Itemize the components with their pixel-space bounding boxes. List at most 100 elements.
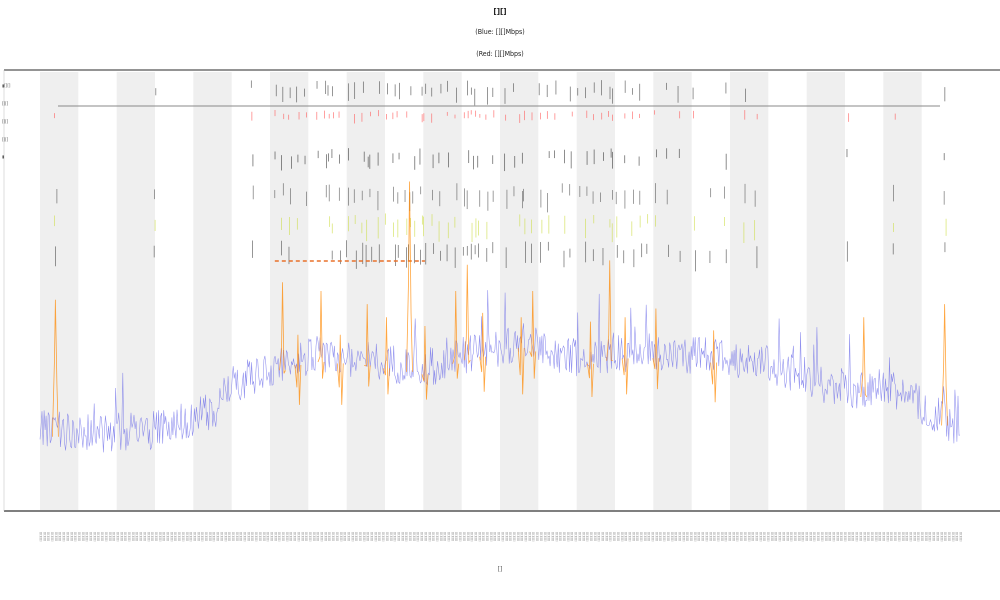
x-tick-152: [][][][] (624, 532, 628, 541)
series-blue (39, 290, 961, 453)
x-tick-90: [][][][] (385, 532, 389, 541)
x-tick-166: [][][][] (678, 532, 682, 541)
x-tick-79: [][][][] (343, 532, 347, 541)
x-tick-132: [][][][] (547, 532, 551, 541)
x-tick-93: [][][][] (397, 532, 401, 541)
x-tick-177: [][][][] (720, 532, 724, 541)
x-tick-labels: [][][][][][][][][][][][][][][][][][][][]… (39, 532, 963, 541)
x-tick-234: [][][][] (940, 532, 944, 541)
x-tick-139: [][][][] (574, 532, 578, 541)
x-tick-111: [][][][] (466, 532, 470, 541)
x-tick-87: [][][][] (374, 532, 378, 541)
x-tick-137: [][][][] (566, 532, 570, 541)
x-tick-8: [][][][] (70, 532, 74, 541)
x-tick-235: [][][][] (944, 532, 948, 541)
x-tick-74: [][][][] (324, 532, 328, 541)
x-tick-84: [][][][] (362, 532, 366, 541)
x-tick-192: [][][][] (778, 532, 782, 541)
spike-9 (452, 290, 460, 379)
x-tick-24: [][][][] (131, 532, 135, 541)
x-tick-213: [][][][] (859, 532, 863, 541)
x-tick-201: [][][][] (813, 532, 817, 541)
spike-11 (479, 312, 487, 392)
x-tick-200: [][][][] (809, 532, 813, 541)
x-tick-123: [][][][] (512, 532, 516, 541)
legend-item-5: ▮ (2, 154, 5, 159)
x-tick-203: [][][][] (820, 532, 824, 541)
x-tick-105: [][][][] (443, 532, 447, 541)
x-tick-115: [][][][] (482, 532, 486, 541)
x-tick-198: [][][][] (801, 532, 805, 541)
x-tick-184: [][][][] (747, 532, 751, 541)
x-tick-170: [][][][] (693, 532, 697, 541)
x-tick-59: [][][][] (266, 532, 270, 541)
x-tick-55: [][][][] (251, 532, 255, 541)
x-tick-120: [][][][] (501, 532, 505, 541)
x-tick-11: [][][][] (81, 532, 85, 541)
x-tick-136: [][][][] (563, 532, 567, 541)
band-2 (116, 72, 155, 510)
x-tick-138: [][][][] (570, 532, 574, 541)
x-tick-151: [][][][] (620, 532, 624, 541)
x-tick-45: [][][][] (212, 532, 216, 541)
x-tick-191: [][][][] (774, 532, 778, 541)
x-tick-39: [][][][] (189, 532, 193, 541)
x-tick-3: [][][][] (51, 532, 55, 541)
x-tick-41: [][][][] (197, 532, 201, 541)
x-tick-215: [][][][] (867, 532, 871, 541)
x-tick-142: [][][][] (586, 532, 590, 541)
x-tick-14: [][][][] (93, 532, 97, 541)
spike-3 (317, 290, 325, 379)
x-tick-233: [][][][] (936, 532, 940, 541)
x-tick-131: [][][][] (543, 532, 547, 541)
x-tick-121: [][][][] (505, 532, 509, 541)
x-tick-147: [][][][] (605, 532, 609, 541)
x-tick-25: [][][][] (135, 532, 139, 541)
band-4 (193, 72, 232, 510)
x-tick-165: [][][][] (674, 532, 678, 541)
x-tick-40: [][][][] (193, 532, 197, 541)
background-bands (40, 72, 922, 510)
x-tick-124: [][][][] (516, 532, 520, 541)
x-tick-106: [][][][] (447, 532, 451, 541)
x-tick-19: [][][][] (112, 532, 116, 541)
x-tick-227: [][][][] (913, 532, 917, 541)
x-tick-71: [][][][] (312, 532, 316, 541)
spike-15 (606, 260, 613, 362)
x-tick-23: [][][][] (128, 532, 132, 541)
x-tick-228: [][][][] (917, 532, 921, 541)
spike-17 (652, 308, 660, 390)
x-tick-28: [][][][] (147, 532, 151, 541)
x-tick-48: [][][][] (224, 532, 228, 541)
x-tick-173: [][][][] (705, 532, 709, 541)
x-tick-62: [][][][] (278, 532, 282, 541)
x-tick-86: [][][][] (370, 532, 374, 541)
x-tick-32: [][][][] (162, 532, 166, 541)
x-tick-175: [][][][] (713, 532, 717, 541)
x-tick-206: [][][][] (832, 532, 836, 541)
spike-20 (941, 304, 949, 426)
x-tick-63: [][][][] (282, 532, 286, 541)
x-tick-207: [][][][] (836, 532, 840, 541)
x-tick-17: [][][][] (104, 532, 108, 541)
x-tick-114: [][][][] (478, 532, 482, 541)
spike-0 (51, 299, 59, 437)
x-tick-112: [][][][] (470, 532, 474, 541)
x-tick-231: [][][][] (928, 532, 932, 541)
x-axis-label: [] (497, 566, 503, 573)
x-tick-42: [][][][] (201, 532, 205, 541)
x-tick-164: [][][][] (670, 532, 674, 541)
x-tick-50: [][][][] (231, 532, 235, 541)
x-tick-188: [][][][] (763, 532, 767, 541)
x-tick-37: [][][][] (181, 532, 185, 541)
x-tick-143: [][][][] (589, 532, 593, 541)
x-tick-172: [][][][] (701, 532, 705, 541)
x-tick-157: [][][][] (643, 532, 647, 541)
x-tick-35: [][][][] (174, 532, 178, 541)
x-tick-77: [][][][] (335, 532, 339, 541)
x-tick-211: [][][][] (851, 532, 855, 541)
band-10 (423, 72, 462, 510)
spike-1 (279, 282, 286, 374)
x-tick-99: [][][][] (420, 532, 424, 541)
